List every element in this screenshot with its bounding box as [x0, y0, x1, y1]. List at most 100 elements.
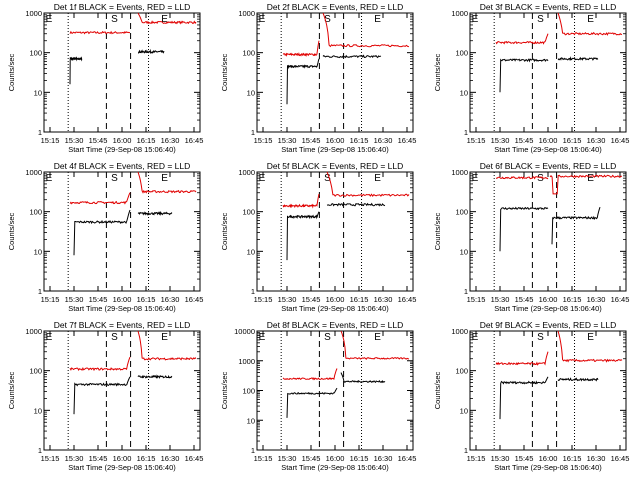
x-axis-label: Start Time (29-Sep-08 15:06:40): [494, 145, 602, 154]
chart-panel-7: Det 7f BLACK = Events, RED = LLD 1 10 100 10…: [7, 320, 203, 472]
series-events-segment-2: [340, 372, 386, 384]
y-tick-label: 1: [38, 128, 42, 137]
marker-E-left: E: [259, 173, 266, 184]
x-tick-label: 15:15: [41, 295, 60, 304]
x-tick-label: 16:30: [374, 295, 393, 304]
series-lld-segment-1: [282, 368, 338, 381]
y-tick-label: 1000: [25, 327, 42, 336]
x-tick-label: 16:30: [161, 295, 180, 304]
plot-frame: [43, 330, 201, 451]
series-lld-segment-2: [322, 12, 410, 48]
y-tick-label: 1000: [451, 9, 468, 18]
marker-E-right: E: [587, 332, 594, 343]
y-tick-label: 10: [247, 416, 255, 425]
chart-panel-6: Det 6f BLACK = Events, RED = LLD 1 10 100 10…: [433, 161, 629, 313]
y-tick-label: 10000: [234, 327, 255, 336]
y-tick-label: 1: [38, 446, 42, 455]
x-tick-label: 15:45: [515, 136, 534, 145]
x-tick-label: 16:00: [326, 136, 345, 145]
y-tick-label: 100: [455, 49, 468, 58]
marker-E-right: E: [374, 14, 381, 25]
x-axis-label: Start Time (29-Sep-08 15:06:40): [68, 304, 176, 313]
x-tick-label: 16:45: [185, 454, 204, 463]
x-axis-label: Start Time (29-Sep-08 15:06:40): [68, 145, 176, 154]
y-tick-label: 100: [455, 367, 468, 376]
chart-title: Det 3f BLACK = Events, RED = LLD: [480, 2, 617, 12]
marker-E-left: E: [46, 173, 53, 184]
series-lld-segment-2: [557, 12, 623, 36]
series-events-segment-1: [73, 209, 131, 256]
y-tick-label: 10: [34, 88, 42, 97]
x-tick-label: 15:45: [89, 454, 108, 463]
series-lld-segment-1: [69, 192, 131, 205]
x-tick-label: 15:15: [467, 454, 486, 463]
y-tick-label: 1: [464, 287, 468, 296]
series-lld-segment-2: [326, 171, 410, 197]
series-events-segment-1: [286, 211, 320, 261]
chart-panel-1: Det 1f BLACK = Events, RED = LLD 1 10 100 10…: [7, 2, 203, 154]
x-tick-label: 15:45: [302, 136, 321, 145]
series-events-segment-2: [557, 377, 599, 382]
series-lld-segment-1: [495, 351, 549, 366]
marker-E-right: E: [374, 332, 381, 343]
x-tick-label: 16:15: [137, 454, 156, 463]
marker-E-right: E: [374, 173, 381, 184]
marker-S: S: [111, 173, 118, 184]
plot-frame: [43, 12, 201, 133]
y-tick-label: 100: [29, 49, 42, 58]
y-tick-label: 100: [455, 208, 468, 217]
marker-S: S: [537, 332, 544, 343]
x-tick-label: 15:45: [89, 136, 108, 145]
x-tick-label: 16:00: [326, 295, 345, 304]
marker-E-left: E: [472, 173, 479, 184]
x-tick-label: 16:45: [611, 295, 630, 304]
y-axis-label: Counts/sec: [7, 371, 16, 409]
y-tick-label: 10: [460, 88, 468, 97]
series-events-segment-2: [326, 202, 386, 207]
chart-panel-5: Det 5f BLACK = Events, RED = LLD 1 10 100 10…: [220, 161, 416, 313]
series-events-segment-2: [137, 374, 173, 379]
x-tick-label: 16:15: [350, 454, 369, 463]
marker-E-right: E: [587, 173, 594, 184]
chart-panel-4: Det 4f BLACK = Events, RED = LLD 1 10 100 10…: [7, 161, 203, 313]
series-events-segment-1: [69, 56, 83, 85]
series-lld-segment-2: [340, 330, 410, 360]
plot-frame: [256, 12, 414, 133]
series-lld-segment-1: [282, 193, 320, 209]
x-tick-label: 16:30: [587, 295, 606, 304]
series-lld-segment-2: [557, 330, 623, 363]
series-events-segment-1: [286, 58, 320, 105]
plot-frame: [469, 171, 627, 292]
y-tick-label: 1000: [25, 168, 42, 177]
x-tick-label: 16:00: [539, 136, 558, 145]
series-lld-segment-1: [282, 40, 320, 57]
series-lld-segment-1: [495, 33, 549, 45]
plot-frame: [469, 12, 627, 133]
x-axis-label: Start Time (29-Sep-08 15:06:40): [494, 304, 602, 313]
x-tick-label: 15:15: [467, 295, 486, 304]
x-tick-label: 15:30: [278, 454, 297, 463]
x-tick-label: 16:30: [587, 454, 606, 463]
x-tick-label: 15:15: [41, 454, 60, 463]
series-events-segment-2: [557, 56, 599, 62]
marker-E-right: E: [587, 14, 594, 25]
x-tick-label: 15:45: [302, 454, 321, 463]
x-tick-label: 15:15: [467, 136, 486, 145]
series-lld-segment-1: [496, 176, 549, 180]
y-tick-label: 1000: [238, 357, 255, 366]
marker-S: S: [324, 14, 331, 25]
x-tick-label: 15:30: [491, 454, 510, 463]
y-tick-label: 100: [29, 367, 42, 376]
x-tick-label: 16:15: [350, 136, 369, 145]
series-lld-segment-2: [137, 171, 197, 194]
x-axis-label: Start Time (29-Sep-08 15:06:40): [68, 463, 176, 472]
chart-title: Det 1f BLACK = Events, RED = LLD: [54, 2, 191, 12]
marker-E-left: E: [259, 332, 266, 343]
series-lld-segment-1: [69, 30, 130, 35]
y-tick-label: 1000: [238, 168, 255, 177]
marker-E-left: E: [259, 14, 266, 25]
chart-panel-3: Det 3f BLACK = Events, RED = LLD 1 10 100 10…: [433, 2, 629, 154]
x-tick-label: 16:15: [563, 136, 582, 145]
x-tick-label: 16:45: [611, 136, 630, 145]
